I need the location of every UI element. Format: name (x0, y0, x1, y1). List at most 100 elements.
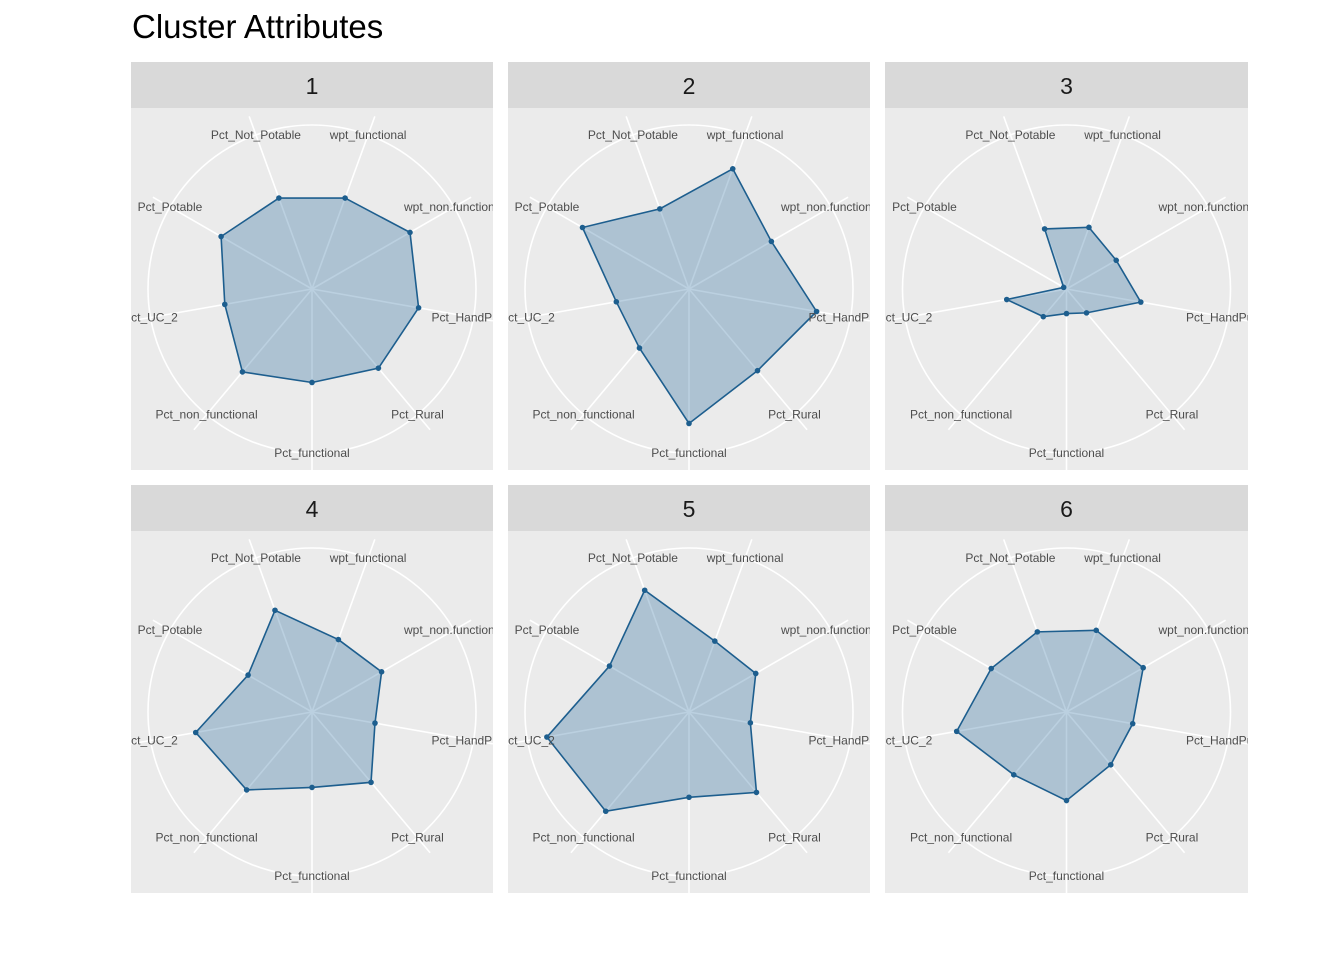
axis-label: Pct_Potable (892, 200, 957, 214)
axis-line (1065, 539, 1131, 713)
axis-label: Pct_HandPump (808, 733, 892, 747)
axis-label: Pct_Rural (1146, 408, 1199, 422)
data-point-Pct_functional (309, 379, 315, 386)
facet-strip (131, 485, 493, 531)
axis-label: Pct_non_functional (910, 831, 1012, 845)
axis-label: Pct_functional (274, 869, 349, 883)
data-point-wpt_non.functional (378, 669, 385, 675)
series-area (955, 629, 1145, 802)
data-point-Pct_non_functional (602, 808, 609, 815)
axis-label: Pct_functional (1029, 869, 1104, 883)
facet-panel-1: 1 wpt_functional wpt_non.functional Pct_Han… (131, 62, 515, 470)
series-area (1004, 226, 1143, 318)
facet-strip (508, 485, 870, 531)
axis-line (311, 288, 493, 322)
axis-label: Pct_Rural (391, 831, 444, 845)
data-point-wpt_functional (1086, 224, 1092, 231)
axis-line (248, 116, 313, 290)
data-point-Pct_Potable (218, 233, 224, 240)
axis-label: Pct_Potable (515, 200, 580, 214)
data-point-Pct_Not_Potable (641, 587, 648, 594)
axis-label: Pct_HandPump (431, 310, 515, 324)
axis-label: wpt_non.functional (403, 623, 504, 637)
axis-label: Pct_UC_2 (500, 310, 555, 324)
data-point-Pct_Potable (245, 672, 251, 678)
data-point-Pct_functional (686, 794, 692, 801)
axis-line (570, 288, 690, 431)
axis-label: wpt_functional (1083, 551, 1161, 565)
axis-label: Pct_functional (651, 446, 726, 460)
axis-line (131, 711, 313, 745)
axis-label: wpt_functional (706, 128, 784, 142)
data-point-Pct_Not_Potable (276, 195, 282, 201)
axis-label: wpt_functional (329, 128, 407, 142)
axis-line (688, 711, 870, 745)
axis-line (570, 711, 690, 854)
axis-line (508, 288, 690, 322)
axis-label: wpt_functional (329, 551, 407, 565)
axis-line (1066, 288, 1248, 322)
axis-line (311, 711, 493, 745)
data-point-Pct_Potable (1060, 284, 1067, 291)
data-point-Pct_Rural (1083, 310, 1090, 316)
axis-line (1066, 711, 1248, 745)
axis-line (311, 288, 431, 431)
panel-plot-area: wpt_functional wpt_non.functional Pct_Hand… (500, 108, 881, 470)
panel-plot-area: wpt_functional wpt_non.functional Pct_Hand… (131, 531, 515, 893)
axis-label: Pct_Potable (515, 623, 580, 637)
facet-strip (508, 62, 870, 108)
data-point-Pct_HandPump (813, 308, 820, 315)
axis-line (1066, 619, 1226, 713)
data-point-wpt_functional (1093, 627, 1100, 634)
data-point-wpt_non.functional (1140, 664, 1146, 671)
facet-strip (885, 485, 1248, 531)
panel-plot-area: wpt_functional wpt_non.functional Pct_Hand… (500, 531, 892, 893)
axis-line (508, 711, 690, 745)
axis-line (529, 196, 690, 290)
axis-line (1002, 116, 1068, 290)
data-point-Pct_Not_Potable (1041, 226, 1048, 232)
axis-line (688, 619, 849, 713)
series-area (581, 167, 818, 425)
axis-line (131, 288, 313, 322)
facet-panel-2: 2 wpt_functional wpt_non.functional Pct_Han… (500, 62, 881, 470)
data-point-Pct_UC_2 (613, 299, 620, 305)
axis-label: wpt_non.functional (780, 200, 881, 214)
data-point-Pct_UC_2 (1003, 296, 1010, 303)
axis-label: Pct_UC_2 (878, 733, 933, 747)
axis-label: Pct_HandPump (1186, 310, 1270, 324)
axis-line (311, 116, 376, 290)
axis-line (907, 619, 1067, 713)
chart-title: Cluster Attributes (132, 8, 384, 45)
axis-label: Pct_UC_2 (500, 733, 555, 747)
axis-label: wpt_functional (1083, 128, 1161, 142)
data-point-Pct_non_functional (636, 345, 643, 351)
facet-strip-label: 4 (306, 496, 319, 522)
axis-label: wpt_non.functional (1157, 623, 1258, 637)
axis-label: Pct_HandPump (431, 733, 515, 747)
axis-label: Pct_Rural (391, 408, 444, 422)
axis-line (907, 196, 1067, 290)
data-point-Pct_Potable (988, 665, 995, 672)
axis-label: Pct_Not_Potable (588, 551, 678, 565)
data-point-Pct_non_functional (243, 787, 250, 793)
axis-line (625, 539, 690, 713)
axis-line (248, 539, 313, 713)
data-point-wpt_functional (729, 165, 736, 172)
axis-label: Pct_Not_Potable (965, 551, 1055, 565)
axis-label: wpt_functional (706, 551, 784, 565)
axis-line (688, 711, 808, 854)
data-point-wpt_non.functional (407, 229, 413, 236)
data-point-Pct_UC_2 (544, 734, 550, 740)
axis-line (193, 288, 313, 431)
panel-plot-area: wpt_functional wpt_non.functional Pct_Hand… (885, 108, 1270, 470)
axis-line (688, 196, 849, 290)
data-point-Pct_non_functional (239, 369, 246, 375)
axis-label: Pct_Not_Potable (965, 128, 1055, 142)
axis-label: wpt_non.functional (780, 623, 881, 637)
data-point-Pct_UC_2 (953, 728, 960, 735)
data-point-Pct_HandPump (1137, 299, 1144, 305)
axis-line (1065, 116, 1131, 290)
axis-label: Pct_non_functional (156, 831, 258, 845)
axis-line (688, 539, 753, 713)
